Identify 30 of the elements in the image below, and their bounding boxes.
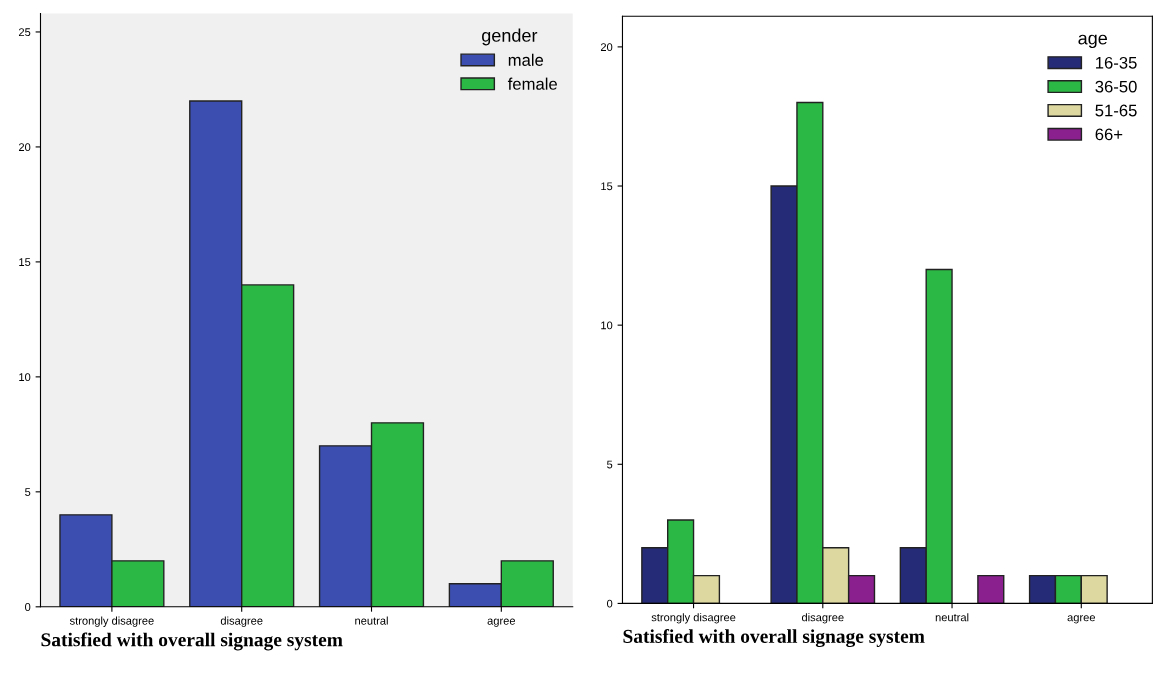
x-tick-label: neutral bbox=[355, 616, 388, 625]
y-tick-label: 15 bbox=[19, 258, 31, 267]
legend-label: 16-35 bbox=[1096, 56, 1137, 69]
x-tick-label: neutral bbox=[935, 613, 969, 622]
y-tick-label: 0 bbox=[25, 603, 31, 611]
x-tick-label: disagree bbox=[801, 613, 844, 624]
x-axis-title: Satisfied with overall signage system bbox=[41, 632, 343, 651]
bar bbox=[977, 574, 1005, 604]
legend-label: female bbox=[507, 77, 557, 90]
legend-label: 66+ bbox=[1095, 128, 1123, 141]
y-tick-label: 5 bbox=[25, 488, 31, 496]
y-tick-label: 15 bbox=[601, 182, 613, 191]
x-tick-label: disagree bbox=[220, 616, 263, 627]
y-tick-label: 25 bbox=[18, 28, 31, 37]
x-axis-title: Satisfied with overall signage system bbox=[623, 629, 925, 648]
legend-label: male bbox=[508, 53, 544, 66]
legend-label: 51-65 bbox=[1095, 104, 1137, 117]
legend-label: 36-50 bbox=[1095, 80, 1137, 93]
y-tick-label: 20 bbox=[600, 43, 613, 52]
x-tick-label: agree bbox=[1067, 615, 1095, 624]
x-tick-label: agree bbox=[487, 618, 516, 627]
x-tick-label: strongly disagree bbox=[69, 616, 154, 627]
y-tick-label: 20 bbox=[18, 143, 31, 152]
y-tick-label: 10 bbox=[19, 373, 31, 381]
legend-title: gender bbox=[482, 28, 538, 46]
x-tick-label: strongly disagree bbox=[651, 613, 736, 624]
y-tick-label: 10 bbox=[601, 321, 613, 330]
y-tick-label: 0 bbox=[607, 599, 613, 608]
y-tick-label: 5 bbox=[607, 460, 613, 469]
legend-title: age bbox=[1078, 34, 1107, 49]
